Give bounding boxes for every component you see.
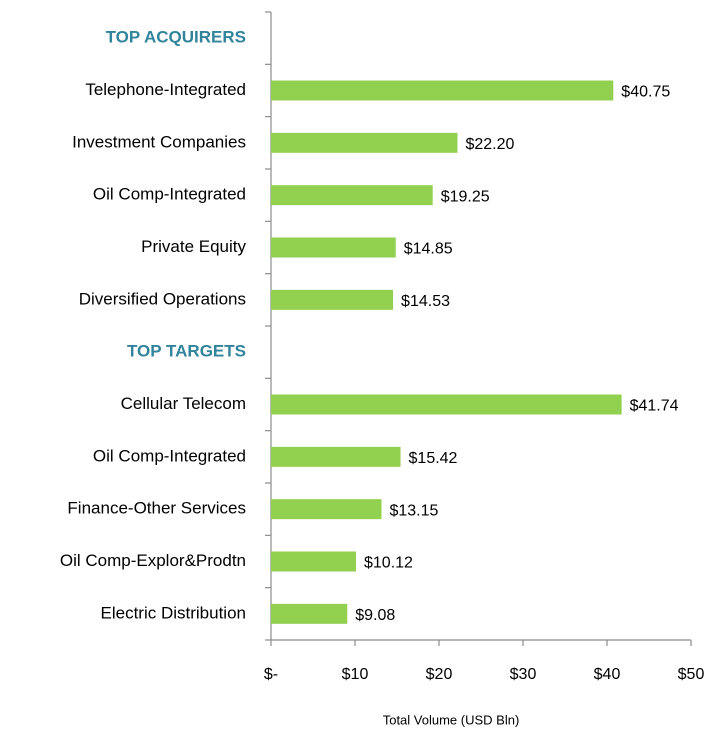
value-label: $41.74 (630, 398, 679, 415)
value-label: $40.75 (621, 84, 670, 101)
bar (271, 185, 433, 206)
value-label: $14.85 (404, 241, 453, 258)
x-tick-label: $30 (510, 666, 537, 683)
value-label: $14.53 (401, 293, 450, 310)
x-tick-label: $40 (594, 666, 621, 683)
bar (271, 237, 396, 258)
bar (271, 132, 458, 153)
group-header: TOP ACQUIRERS (106, 28, 246, 47)
y-tick-label: Investment Companies (72, 132, 246, 151)
bar (271, 446, 401, 467)
value-label: $9.08 (355, 607, 395, 624)
x-tick-label: $20 (426, 666, 453, 683)
y-tick-label: Electric Distribution (101, 603, 247, 622)
bar (271, 499, 382, 520)
bar (271, 394, 622, 415)
y-tick-label: Finance-Other Services (67, 499, 246, 518)
x-tick-label: $- (264, 666, 278, 683)
value-label: $15.42 (409, 450, 458, 467)
y-tick-label: Oil Comp-Integrated (93, 185, 246, 204)
value-label: $22.20 (465, 136, 514, 153)
group-header: TOP TARGETS (127, 342, 246, 361)
y-tick-label: Cellular Telecom (121, 394, 246, 413)
y-tick-label: Oil Comp-Integrated (93, 446, 246, 465)
value-label: $19.25 (441, 188, 490, 205)
bar (271, 289, 394, 310)
y-tick-label: Oil Comp-Explor&Prodtn (60, 551, 246, 570)
y-tick-label: Private Equity (141, 237, 246, 256)
value-label: $10.12 (364, 555, 413, 572)
y-tick-label: Diversified Operations (79, 289, 246, 308)
value-label: $13.15 (389, 502, 438, 519)
bar (271, 80, 614, 101)
bar (271, 603, 348, 624)
x-axis-title: Total Volume (USD Bln) (383, 712, 520, 727)
x-tick-label: $10 (342, 666, 369, 683)
bar (271, 551, 357, 572)
y-tick-label: Telephone-Integrated (85, 80, 246, 99)
x-tick-label: $50 (678, 666, 705, 683)
